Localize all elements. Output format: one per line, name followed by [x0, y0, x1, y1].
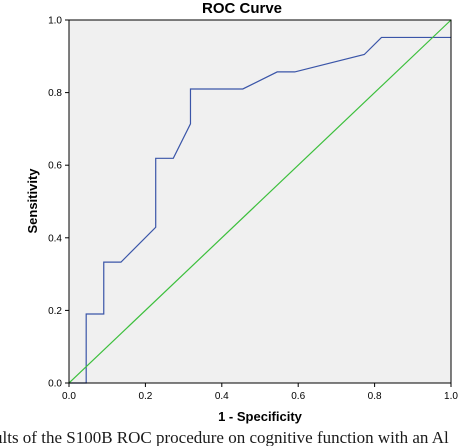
y-tick-label: 1.0 — [48, 16, 62, 27]
x-axis-label: 1 - Specificity — [218, 409, 303, 424]
x-tick-label: 0.6 — [291, 391, 305, 402]
chart-title: ROC Curve — [202, 0, 282, 17]
reference-diagonal-line — [68, 19, 452, 384]
y-axis-label: Sensitivity — [25, 168, 40, 234]
caption-text: ults of the S100B ROC procedure on cogni… — [0, 428, 449, 446]
y-tick-label: 0.4 — [48, 233, 62, 244]
y-tick-label: 0.2 — [48, 306, 62, 317]
roc-curve-line — [69, 36, 451, 384]
y-tick-label: 0.0 — [48, 379, 62, 390]
x-tick-label: 1.0 — [444, 391, 458, 402]
plot-frame — [68, 19, 452, 384]
y-tick-label: 0.6 — [48, 161, 62, 172]
x-tick-label: 0.0 — [62, 391, 76, 402]
x-tick-label: 0.2 — [138, 391, 152, 402]
x-tick-label: 0.4 — [215, 391, 229, 402]
series-layer — [68, 19, 452, 384]
ticks-layer: 0.0 0.2 0.4 0.6 0.8 1.0 0.0 0.2 0.4 0.6 0.8 1.0 — [48, 16, 458, 403]
x-tick-label: 0.8 — [368, 391, 382, 402]
y-tick-label: 0.8 — [48, 88, 62, 99]
